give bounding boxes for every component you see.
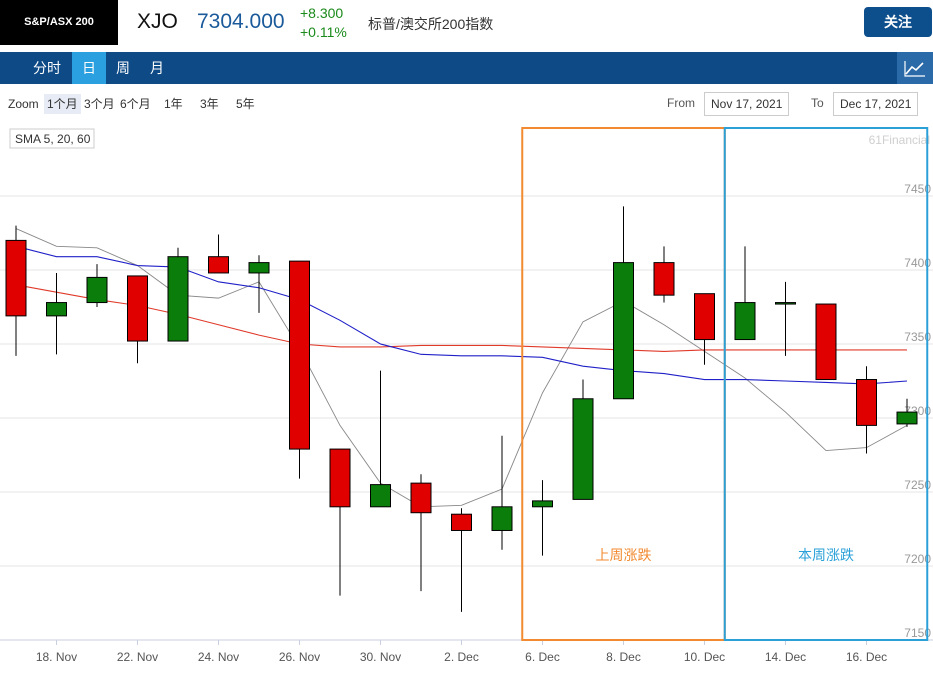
sma-20-line	[15, 284, 907, 352]
y-tick-label: 7150	[904, 626, 931, 640]
x-tick-label: 26. Nov	[279, 650, 320, 664]
y-tick-label: 7350	[904, 330, 931, 344]
zoom-bar: Zoom 1个月 3个月 6个月 1年 3年 5年 From Nov 17, 2…	[0, 92, 933, 116]
ticker-symbol: XJO	[137, 10, 178, 33]
candle-body	[572, 398, 594, 500]
sma-60-line	[15, 245, 908, 385]
this-week-box	[723, 127, 929, 641]
zoom-6m-button[interactable]: 6个月	[120, 97, 151, 111]
to-date-input[interactable]: Dec 17, 2021	[833, 92, 919, 116]
x-tick-label: 10. Dec	[684, 650, 725, 664]
candle-body	[167, 256, 189, 342]
index-name: 标普/澳交所200指数	[368, 16, 494, 32]
follow-button[interactable]: 关注	[864, 7, 932, 37]
zoom-1m-button[interactable]: 1个月	[44, 94, 81, 114]
candle-body	[775, 302, 796, 305]
tab-weekly[interactable]: 周	[116, 60, 130, 76]
from-label: From	[667, 96, 695, 110]
candle-body	[653, 262, 675, 296]
candle-body	[694, 293, 715, 341]
candle-body	[127, 275, 148, 342]
candle-body	[532, 500, 553, 508]
x-tick-label: 14. Dec	[765, 650, 806, 664]
zoom-3y-button[interactable]: 3年	[200, 97, 219, 111]
header-bar: S&P/ASX 200 XJO 7304.000 +8.300 +0.11% 标…	[0, 0, 933, 45]
zoom-3m-button[interactable]: 3个月	[84, 97, 115, 111]
y-tick-label: 7450	[904, 182, 931, 196]
to-label: To	[811, 96, 824, 110]
candle-body	[451, 513, 472, 531]
sma-5-line	[15, 228, 908, 508]
this-week-box-label: 本周涨跌	[798, 548, 854, 564]
change-absolute: +8.300	[300, 5, 344, 21]
y-tick-label: 7400	[904, 256, 931, 270]
tab-daily[interactable]: 日	[72, 52, 106, 84]
watermark-text: 61Financial	[869, 133, 930, 147]
candle-body	[46, 302, 67, 317]
sma-legend-box	[9, 128, 95, 149]
sma-legend-text: SMA 5, 20, 60	[15, 132, 91, 146]
candle-body	[491, 506, 513, 531]
candle-body	[734, 302, 756, 341]
zoom-1y-button[interactable]: 1年	[164, 97, 183, 111]
x-tick-label: 30. Nov	[360, 650, 401, 664]
candle-body	[248, 262, 270, 274]
candle-body	[208, 256, 229, 274]
candle-body	[370, 484, 391, 508]
candle-body	[613, 262, 634, 400]
x-tick-label: 22. Nov	[117, 650, 158, 664]
zoom-5y-button[interactable]: 5年	[236, 97, 255, 111]
last-price: 7304.000	[197, 10, 285, 33]
candle-body	[896, 411, 918, 425]
period-nav: 分时 日 周 月	[0, 52, 933, 84]
candle-body	[815, 303, 837, 381]
last-week-box-label: 上周涨跌	[596, 548, 652, 564]
candle-body	[5, 239, 27, 317]
x-tick-label: 6. Dec	[525, 650, 560, 664]
price-change: +8.300 +0.11%	[300, 4, 347, 42]
index-logo: S&P/ASX 200	[0, 0, 118, 45]
from-date-input[interactable]: Nov 17, 2021	[704, 92, 790, 116]
candle-body	[856, 379, 877, 426]
x-tick-label: 18. Nov	[36, 650, 77, 664]
line-chart-icon	[904, 61, 925, 77]
candle-body	[86, 276, 108, 304]
tab-monthly[interactable]: 月	[150, 60, 164, 76]
x-tick-label: 2. Dec	[444, 650, 479, 664]
y-tick-label: 7250	[904, 478, 931, 492]
candle-body	[289, 260, 310, 450]
x-tick-label: 16. Dec	[846, 650, 887, 664]
chart-type-button[interactable]	[897, 52, 933, 84]
zoom-label: Zoom	[8, 97, 39, 111]
y-tick-label: 7200	[904, 552, 931, 566]
x-tick-label: 8. Dec	[606, 650, 641, 664]
x-tick-label: 24. Nov	[198, 650, 239, 664]
tab-intraday[interactable]: 分时	[33, 60, 61, 76]
candle-body	[329, 448, 351, 508]
candle-body	[410, 482, 432, 514]
change-percent: +0.11%	[300, 24, 347, 40]
